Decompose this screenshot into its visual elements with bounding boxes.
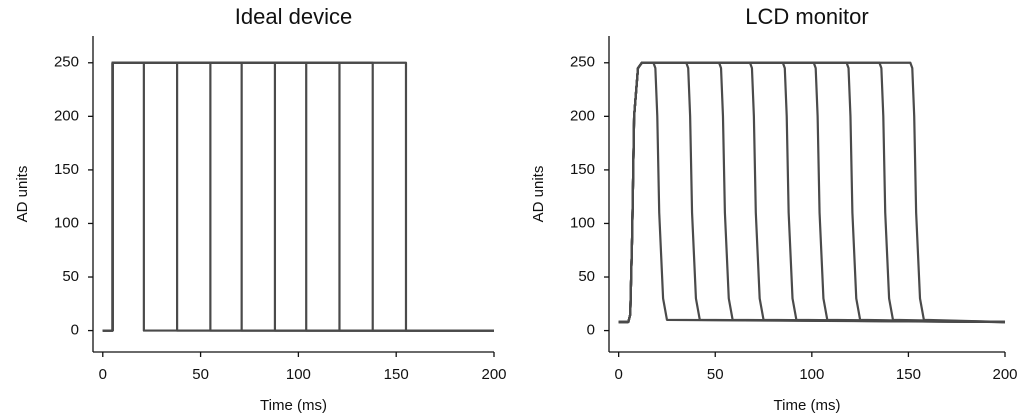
line-trace [102, 61, 494, 332]
x-tick-label: 50 [707, 366, 724, 383]
x-axis-label: Time (ms) [260, 397, 327, 414]
y-tick-label: 150 [54, 161, 79, 178]
y-tick-label: 50 [62, 268, 79, 285]
line-trace [102, 61, 494, 332]
y-tick-label: 200 [570, 107, 595, 124]
panel: 0 50 100 150 200 250 0 50 100 150 200 LCD monitor Ti… [530, 4, 1018, 414]
line-trace [618, 61, 1006, 324]
y-tick-label: 200 [54, 107, 79, 124]
y-tick-label: 50 [578, 268, 595, 285]
line-trace [102, 61, 494, 332]
line-trace [618, 61, 1006, 324]
x-tick-label: 200 [992, 366, 1017, 383]
line-trace [618, 61, 1006, 324]
line-trace [618, 61, 1006, 324]
x-tick-label: 0 [99, 366, 107, 383]
y-tick-label: 250 [570, 54, 595, 71]
panel: 0 50 100 150 200 250 0 50 100 150 200 Ideal device T… [14, 4, 507, 414]
line-trace [618, 61, 1006, 324]
line-trace [102, 61, 494, 332]
line-trace [618, 61, 1006, 324]
y-tick-label: 0 [587, 322, 595, 339]
line-trace [102, 61, 494, 332]
y-tick-label: 100 [54, 214, 79, 231]
chart-title: LCD monitor [745, 4, 868, 29]
y-tick-label: 250 [54, 54, 79, 71]
x-tick-label: 150 [896, 366, 921, 383]
line-trace [618, 61, 1006, 324]
line-trace [102, 61, 494, 332]
line-trace [618, 61, 1006, 324]
x-tick-label: 150 [384, 366, 409, 383]
line-trace [618, 61, 1006, 324]
line-trace [102, 61, 494, 332]
chart-title: Ideal device [235, 4, 352, 29]
line-trace [102, 61, 494, 332]
y-tick-label: 0 [71, 322, 79, 339]
line-trace [102, 61, 494, 332]
y-axis-label: AD units [530, 166, 547, 223]
x-tick-label: 100 [286, 366, 311, 383]
x-tick-label: 200 [481, 366, 506, 383]
y-tick-label: 150 [570, 161, 595, 178]
x-axis-label: Time (ms) [774, 397, 841, 414]
y-tick-label: 100 [570, 214, 595, 231]
x-tick-label: 50 [192, 366, 209, 383]
x-tick-label: 0 [614, 366, 622, 383]
x-tick-label: 100 [799, 366, 824, 383]
y-axis-label: AD units [14, 166, 31, 223]
